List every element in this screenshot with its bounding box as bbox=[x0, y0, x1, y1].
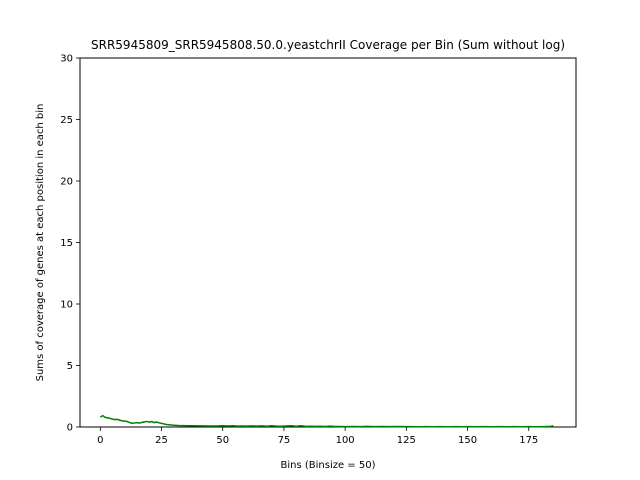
y-axis-ticks: 0 5 10 15 20 25 30 bbox=[60, 54, 80, 434]
x-tick-label: 150 bbox=[458, 435, 477, 446]
series-line bbox=[99, 414, 554, 428]
y-tick-label: 30 bbox=[60, 54, 73, 65]
x-axis-label: Bins (Binsize = 50) bbox=[281, 460, 376, 471]
x-tick-label: 100 bbox=[336, 435, 355, 446]
plot-area bbox=[79, 57, 577, 428]
y-tick-label: 25 bbox=[60, 115, 73, 126]
x-tick-label: 25 bbox=[155, 435, 168, 446]
y-tick-label: 20 bbox=[60, 177, 73, 188]
x-tick-label: 125 bbox=[397, 435, 416, 446]
plot-frame bbox=[79, 57, 577, 428]
chart-title: SRR5945809_SRR5945808.50.0.yeastchrII Co… bbox=[91, 38, 565, 52]
x-tick-label: 75 bbox=[278, 435, 291, 446]
y-tick-label: 0 bbox=[67, 423, 73, 434]
y-tick-label: 5 bbox=[67, 361, 73, 372]
y-tick-label: 15 bbox=[60, 238, 73, 249]
y-axis-label: Sums of coverage of genes at each positi… bbox=[35, 104, 46, 382]
x-tick-label: 50 bbox=[216, 435, 229, 446]
x-tick-label: 175 bbox=[519, 435, 538, 446]
x-axis-ticks: 0 25 50 75 100 125 150 175 bbox=[97, 427, 538, 446]
y-tick-label: 10 bbox=[60, 300, 73, 311]
x-tick-label: 0 bbox=[97, 435, 103, 446]
